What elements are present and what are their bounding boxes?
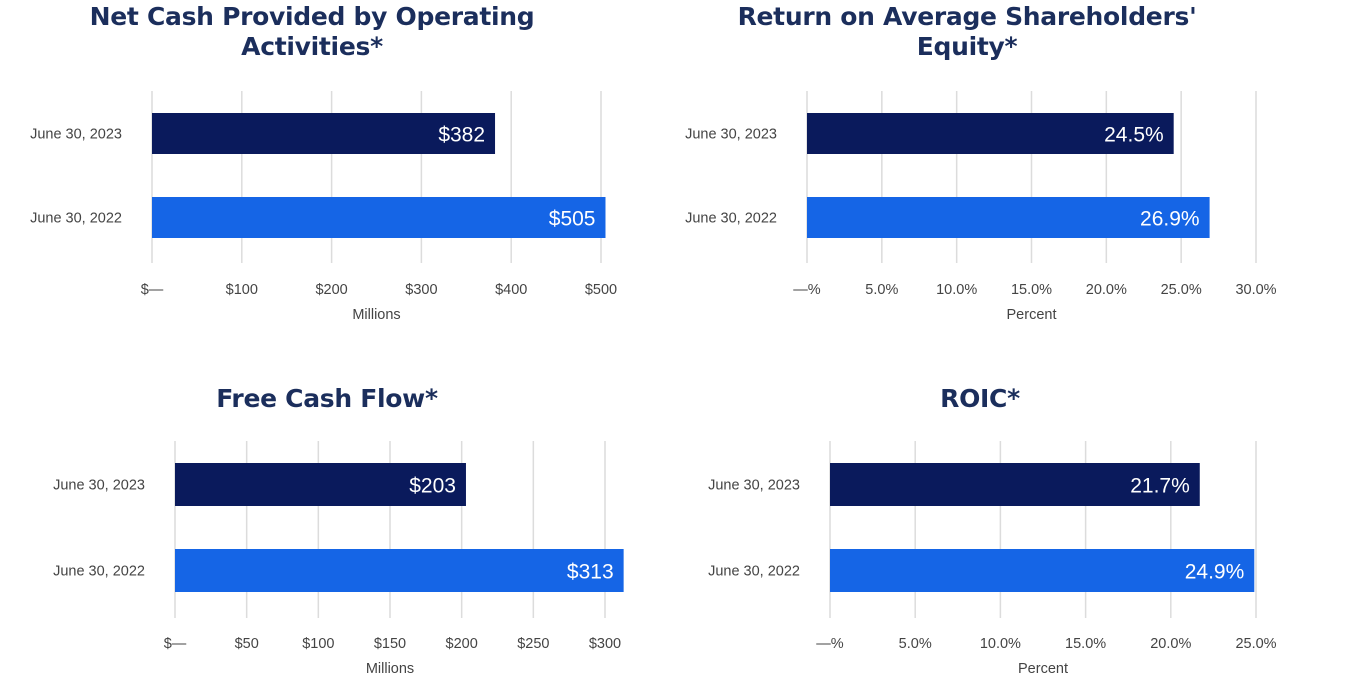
- x-axis-label: Percent: [1007, 307, 1057, 323]
- x-tick-label: 10.0%: [936, 282, 977, 298]
- x-tick-label: $100: [302, 636, 334, 652]
- x-axis-label: Percent: [1018, 661, 1068, 677]
- chart-roe: —% 5.0% 10.0% 15.0% 20.0% 25.0% 30.0% Percent Ju…: [685, 91, 1277, 323]
- data-label: $505: [549, 208, 596, 231]
- category-label: June 30, 2023: [685, 127, 777, 143]
- x-tick-label: 15.0%: [1065, 636, 1106, 652]
- x-tick-label: $300: [405, 282, 437, 298]
- x-tick-label: $500: [585, 282, 617, 298]
- x-axis-label: Millions: [366, 661, 414, 677]
- category-label: June 30, 2023: [53, 478, 145, 494]
- x-tick-label: $300: [589, 636, 621, 652]
- x-tick-label: $200: [315, 282, 347, 298]
- bar: [830, 549, 1255, 592]
- data-label: 21.7%: [1130, 475, 1190, 498]
- x-tick-label: 25.0%: [1235, 636, 1276, 652]
- x-tick-label: 30.0%: [1235, 282, 1276, 298]
- chart-roic: —% 5.0% 10.0% 15.0% 20.0% 25.0% Percent June 30…: [708, 441, 1277, 677]
- x-tick-label: —%: [793, 282, 821, 298]
- chart-title-roic: ROIC*: [940, 384, 1020, 413]
- x-tick-label: 15.0%: [1011, 282, 1052, 298]
- bar: [175, 463, 466, 506]
- x-axis-label: Millions: [352, 307, 400, 323]
- data-label: 24.5%: [1104, 124, 1164, 147]
- x-tick-label: $200: [446, 636, 478, 652]
- x-tick-label: $400: [495, 282, 527, 298]
- bar: [807, 113, 1174, 154]
- category-label: June 30, 2022: [685, 211, 777, 227]
- x-tick-label: $100: [226, 282, 258, 298]
- category-label: June 30, 2023: [708, 478, 800, 494]
- x-tick-label: —%: [816, 636, 844, 652]
- category-label: June 30, 2023: [30, 127, 122, 143]
- chart-operating-cash: $— $100 $200 $300 $400 $500 Millions June 30, 2…: [30, 91, 617, 323]
- category-label: June 30, 2022: [53, 564, 145, 580]
- chart-title-operating-cash: Net Cash Provided by Operating Activitie…: [89, 2, 535, 61]
- x-tick-label: 25.0%: [1161, 282, 1202, 298]
- x-tick-label: $150: [374, 636, 406, 652]
- data-label: $313: [567, 561, 614, 584]
- bar: [175, 549, 624, 592]
- bar: [152, 197, 606, 238]
- x-tick-label: 20.0%: [1086, 282, 1127, 298]
- chart-title-free-cash-flow: Free Cash Flow*: [216, 384, 438, 413]
- x-tick-label: $—: [164, 636, 187, 652]
- bar: [830, 463, 1200, 506]
- x-tick-label: $50: [235, 636, 259, 652]
- x-tick-label: $—: [141, 282, 164, 298]
- bar: [807, 197, 1210, 238]
- x-tick-label: $250: [517, 636, 549, 652]
- data-label: $203: [409, 475, 456, 498]
- data-label: 24.9%: [1185, 561, 1245, 584]
- chart-title-roe: Return on Average Shareholders' Equity*: [737, 2, 1197, 61]
- x-tick-label: 5.0%: [899, 636, 932, 652]
- category-label: June 30, 2022: [30, 211, 122, 227]
- category-label: June 30, 2022: [708, 564, 800, 580]
- data-label: 26.9%: [1140, 208, 1200, 231]
- x-tick-label: 20.0%: [1150, 636, 1191, 652]
- x-tick-label: 5.0%: [865, 282, 898, 298]
- data-label: $382: [438, 124, 485, 147]
- chart-free-cash-flow: $— $50 $100 $150 $200 $250 $300 Millions June 30…: [53, 441, 624, 677]
- x-tick-label: 10.0%: [980, 636, 1021, 652]
- bar: [152, 113, 496, 154]
